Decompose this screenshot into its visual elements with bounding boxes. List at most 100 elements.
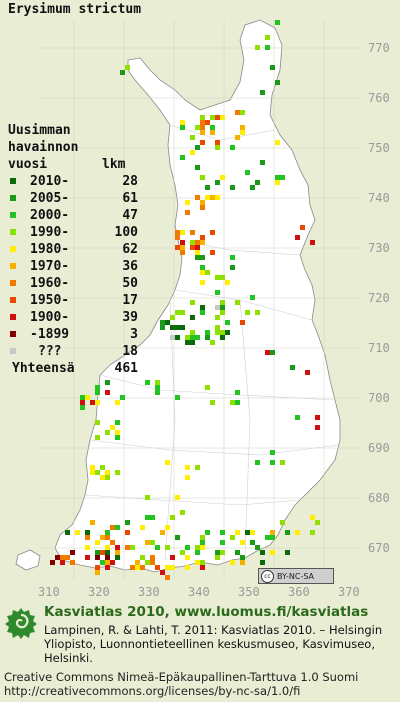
observation-square [225,280,230,285]
observation-square [125,530,130,535]
east-label: 370 [338,585,360,599]
observation-square [170,325,175,330]
observation-square [95,420,100,425]
observation-square [305,370,310,375]
north-label: 690 [368,441,390,455]
observation-square [100,535,105,540]
east-grid-labels: 310 320 330 340 350 360 370 [38,585,360,599]
legend-label: 2000- [30,208,70,223]
observation-square [125,545,130,550]
observation-square [185,200,190,205]
observation-square [145,515,150,520]
observation-square [175,235,180,240]
legend: Uusimman havainnon vuosi lkm 2010- 28 2005… [8,122,138,377]
observation-square [245,170,250,175]
legend-count: 50 [122,276,138,291]
observation-square [240,125,245,130]
legend-count: 18 [122,344,138,359]
observation-square [275,175,280,180]
observation-square [260,90,265,95]
observation-square [260,160,265,165]
legend-total-label: Yhteensä [12,361,75,376]
legend-swatch [10,331,16,337]
observation-square [55,555,60,560]
observation-square [150,560,155,565]
observation-square [180,120,185,125]
observation-square [215,115,220,120]
observation-square [190,245,195,250]
observation-square [160,325,165,330]
observation-square [250,185,255,190]
observation-square [215,195,220,200]
observation-square [310,240,315,245]
observation-square [85,535,90,540]
cc-license-badge[interactable]: cc BY-NC-SA [258,568,334,584]
observation-square [110,540,115,545]
observation-square [145,560,150,565]
footer-title[interactable]: Kasviatlas 2010, www.luomus.fi/kasviatla… [44,604,369,620]
observation-square [205,195,210,200]
east-label: 360 [288,585,310,599]
observation-square [215,555,220,560]
observation-square [185,475,190,480]
north-label: 720 [368,291,390,305]
observation-square [210,115,215,120]
observation-square [95,570,100,575]
observation-square [175,495,180,500]
observation-square [310,515,315,520]
legend-total-row: Yhteensä 461 [8,360,138,377]
observation-square [155,385,160,390]
observation-square [280,460,285,465]
observation-square [115,470,120,475]
observation-square [65,530,70,535]
observation-square [280,175,285,180]
legend-count: 62 [122,242,138,257]
legend-header-row: vuosi lkm [8,156,125,173]
legend-label: 1960- [30,276,70,291]
legend-label: ??? [38,344,62,359]
observation-square [105,380,110,385]
observation-square [180,125,185,130]
observation-square [190,230,195,235]
observation-square [220,540,225,545]
observation-square [235,300,240,305]
footer-citation: Lampinen, R. & Lahti, T. 2011: Kasviatla… [44,623,383,665]
observation-square [180,325,185,330]
observation-square [120,395,125,400]
observation-square [95,435,100,440]
legend-count: 28 [122,174,138,189]
observation-square [240,110,245,115]
observation-square [85,530,90,535]
observation-square [200,200,205,205]
east-label: 310 [38,585,60,599]
footer-license-url[interactable]: http://creativecommons.org/licenses/by-n… [4,684,301,698]
observation-square [235,135,240,140]
observation-square [120,70,125,75]
observation-square [220,310,225,315]
observation-square [180,550,185,555]
observation-square [310,530,315,535]
legend-count: 3 [130,327,138,342]
legend-swatch [10,229,16,235]
observation-square [105,545,110,550]
observation-square [80,400,85,405]
observation-square [215,290,220,295]
legend-row: 2000- 47 [8,207,138,224]
kasviatlas-spiral-logo-icon [5,608,37,639]
legend-label: 1900- [30,310,70,325]
observation-square [165,525,170,530]
legend-swatch [10,263,16,269]
observation-square [195,465,200,470]
observation-square [290,365,295,370]
observation-square [230,535,235,540]
observation-square [220,550,225,555]
observation-square [140,555,145,560]
legend-swatch [10,246,16,252]
observation-square [80,395,85,400]
legend-row: 2010- 28 [8,173,138,190]
observation-square [265,350,270,355]
observation-square [270,65,275,70]
observation-square [90,520,95,525]
observation-square [275,180,280,185]
observation-square [280,520,285,525]
